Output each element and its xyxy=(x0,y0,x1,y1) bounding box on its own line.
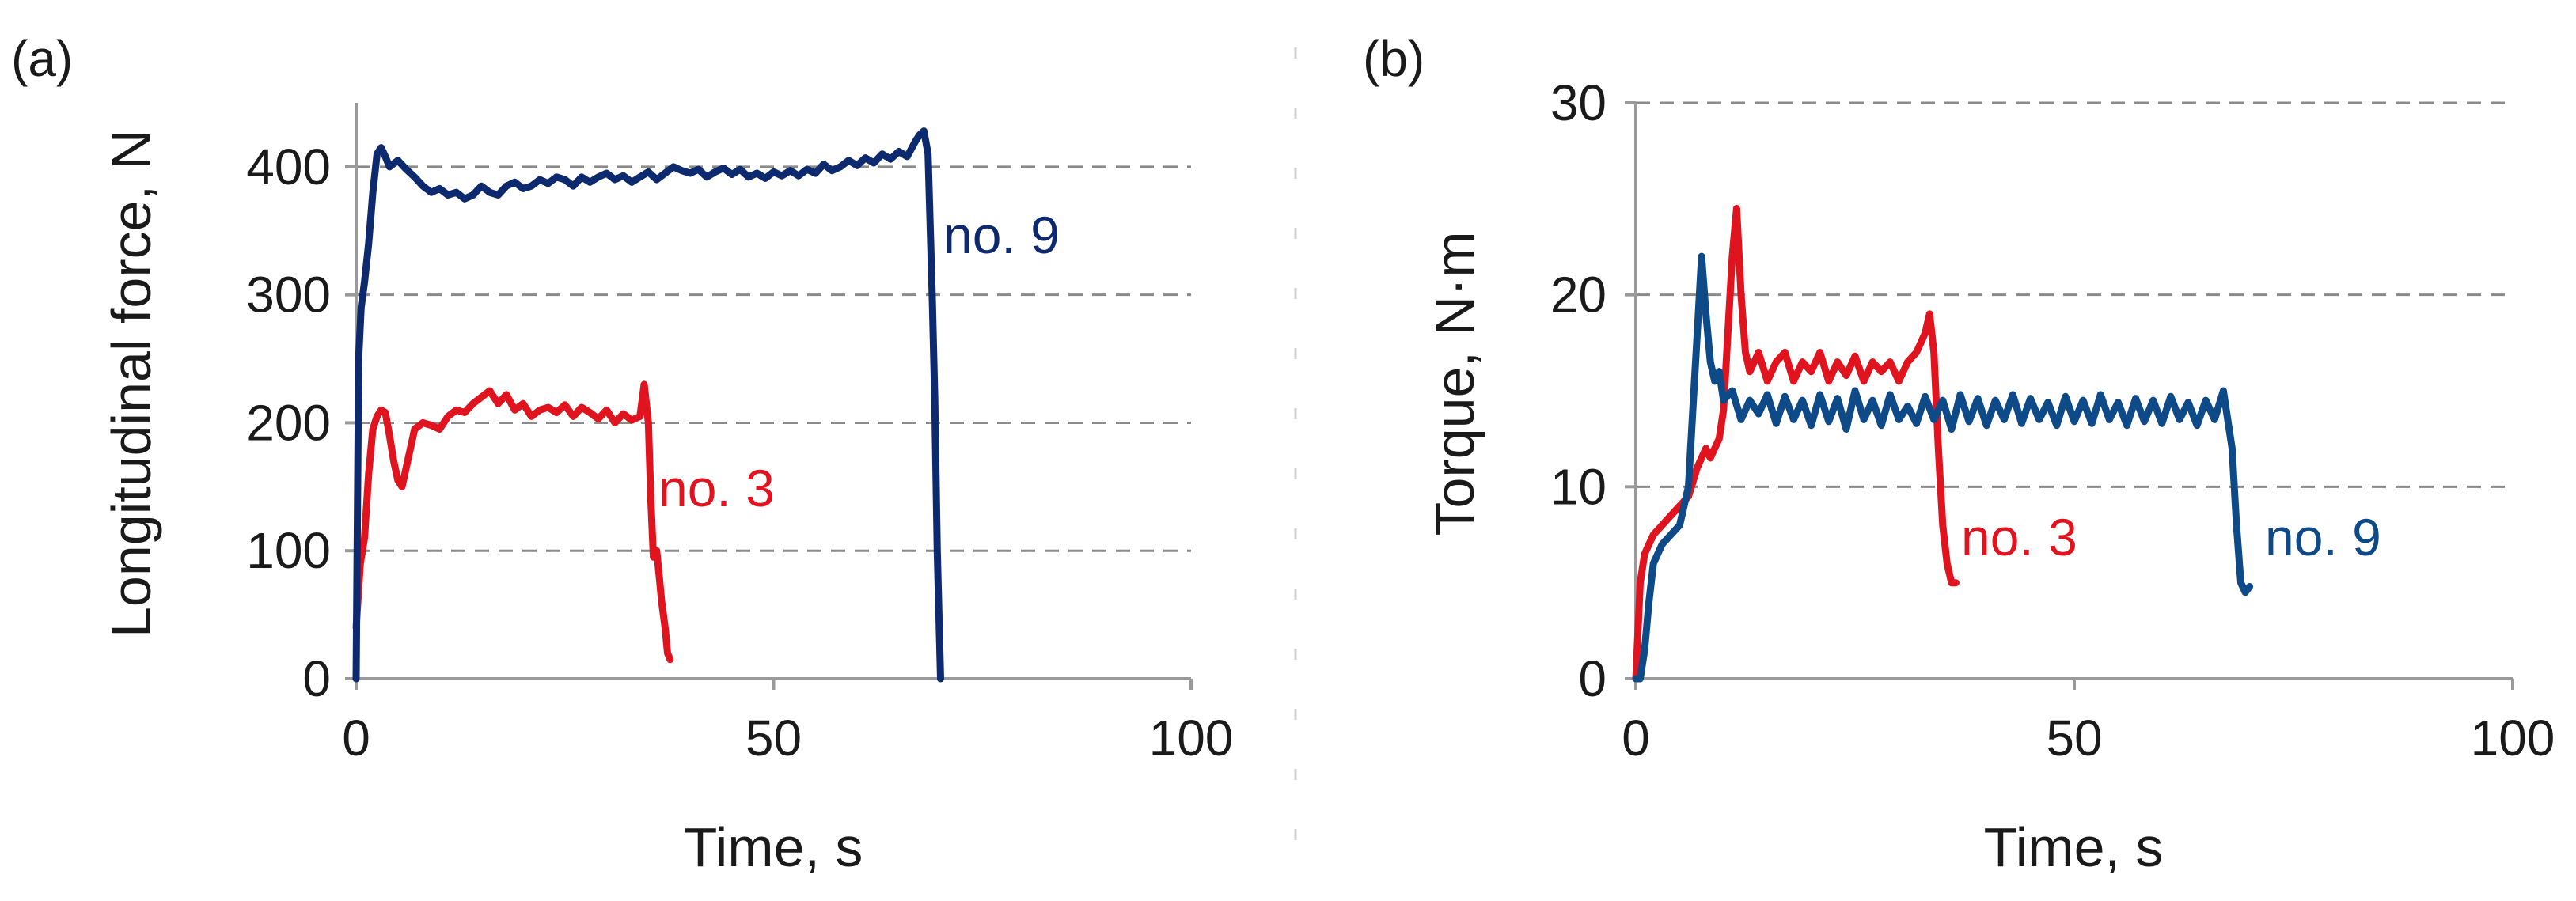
y-tick-label-a-0: 0 xyxy=(302,650,331,707)
series-label-a-no9: no. 9 xyxy=(943,206,1060,264)
y-axis-title-b: Torque, N·m xyxy=(1424,231,1485,536)
series-line-a-no9 xyxy=(352,127,944,683)
y-tick-label-a-100: 100 xyxy=(246,522,331,579)
y-axis-title-a: Longitudinal force, N xyxy=(101,130,162,638)
x-tick-label-a-0: 0 xyxy=(342,710,370,767)
series-line-b-no3 xyxy=(1632,205,1960,683)
x-tick-label-a-50: 50 xyxy=(745,710,802,767)
panel-label-a: (a) xyxy=(11,30,73,87)
series-group-a xyxy=(352,127,944,683)
series-group-b xyxy=(1632,205,2254,683)
chart-panel-b: (b) 0 10 20 30 0 50 100 Time, s Torque, N·m n… xyxy=(1363,30,2555,878)
series-label-b-no3: no. 3 xyxy=(1961,508,2077,566)
y-tick-label-a-200: 200 xyxy=(246,394,331,451)
series-label-b-no9: no. 9 xyxy=(2265,508,2381,566)
y-tick-label-a-400: 400 xyxy=(246,138,331,195)
y-tick-label-b-20: 20 xyxy=(1550,267,1607,324)
panel-label-b: (b) xyxy=(1363,30,1425,87)
y-tick-label-b-0: 0 xyxy=(1578,650,1607,707)
chart-panel-a: (a) 0 100 200 300 400 0 50 100 Time, s Longitu… xyxy=(11,30,1233,878)
y-ticks-b: 0 10 20 30 xyxy=(1550,74,1636,707)
x-tick-label-b-100: 100 xyxy=(2471,710,2555,767)
x-tick-label-b-0: 0 xyxy=(1622,710,1650,767)
y-tick-label-b-10: 10 xyxy=(1550,458,1607,515)
y-tick-label-a-300: 300 xyxy=(246,267,331,324)
y-ticks-a: 0 100 200 300 400 xyxy=(246,138,356,707)
grid-a xyxy=(356,165,1191,552)
y-tick-label-b-30: 30 xyxy=(1550,74,1607,131)
series-label-a-no3: no. 3 xyxy=(658,459,775,517)
x-axis-title-b: Time, s xyxy=(1984,816,2164,878)
x-ticks-b: 0 50 100 xyxy=(1622,679,2555,767)
x-tick-label-b-50: 50 xyxy=(2046,710,2102,767)
series-line-a-no3 xyxy=(352,380,674,664)
x-ticks-a: 0 50 100 xyxy=(342,679,1233,767)
x-tick-label-a-100: 100 xyxy=(1149,710,1234,767)
grid-b xyxy=(1636,101,2513,488)
x-axis-title-a: Time, s xyxy=(684,816,863,878)
series-line-b-no9 xyxy=(1632,252,2254,683)
